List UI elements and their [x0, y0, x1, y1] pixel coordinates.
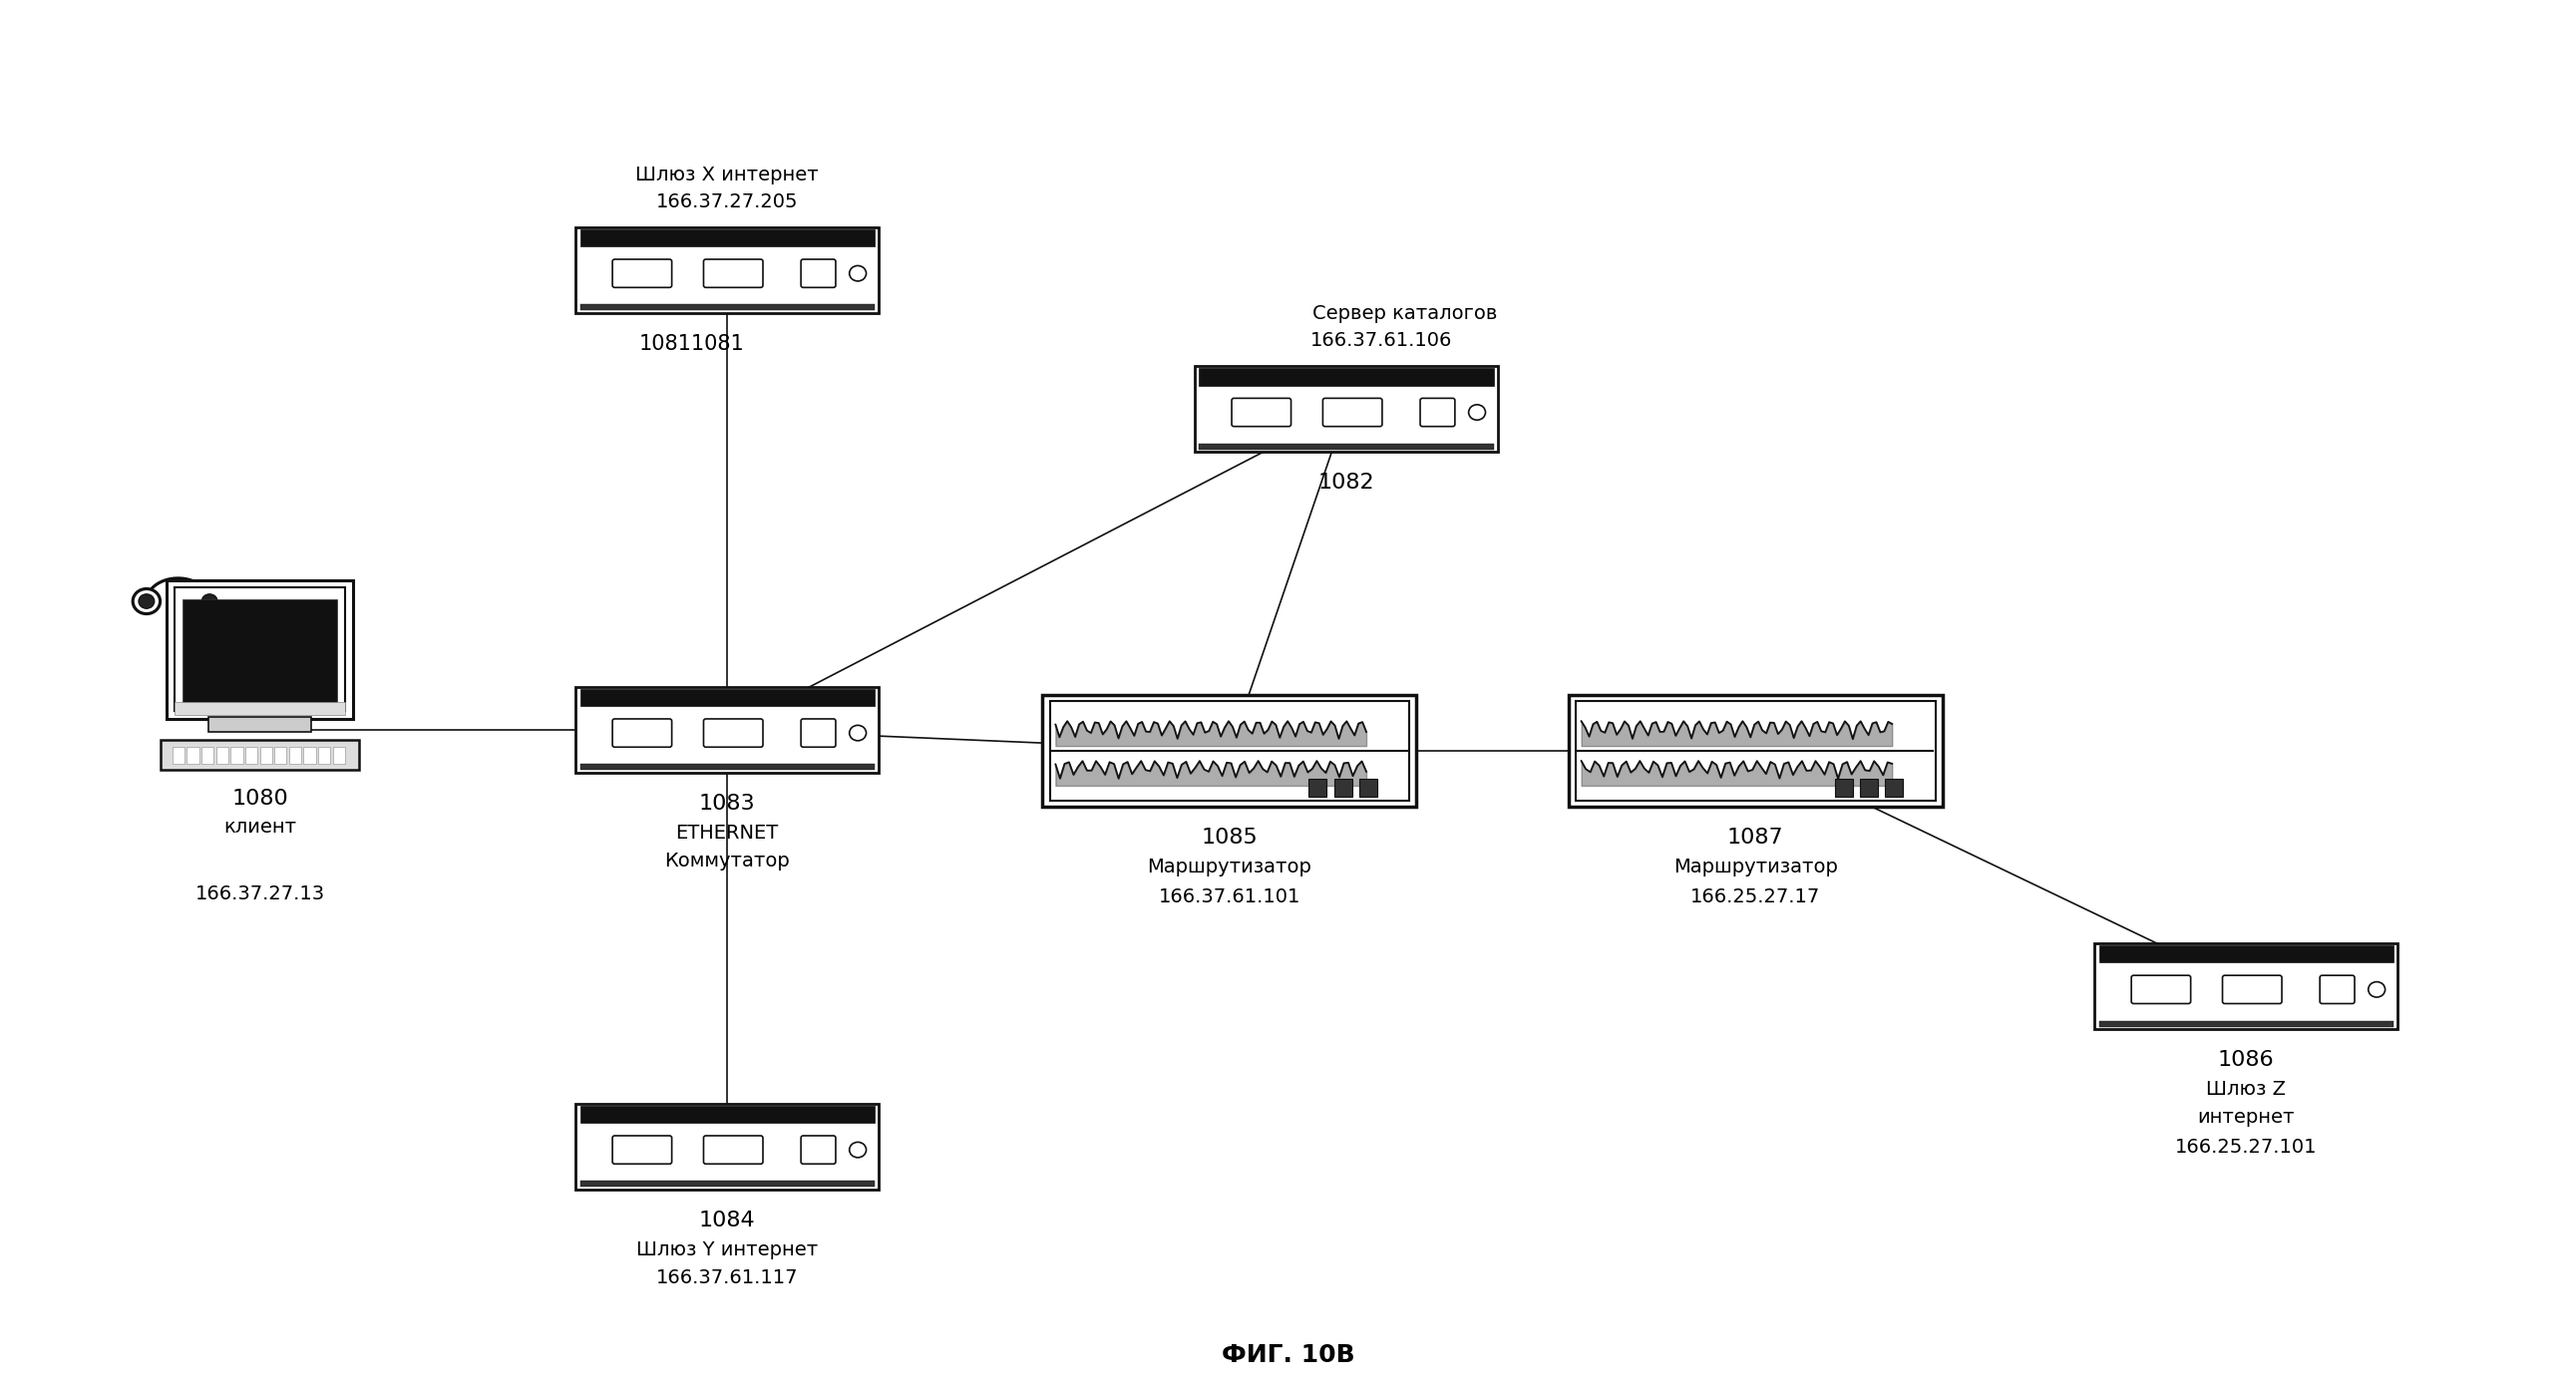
- Circle shape: [850, 725, 866, 741]
- Text: 166.37.27.205: 166.37.27.205: [657, 193, 799, 211]
- Bar: [319, 748, 330, 763]
- FancyBboxPatch shape: [613, 1136, 672, 1163]
- Text: 10811081: 10811081: [639, 335, 744, 354]
- Text: Маршрутизатор: Маршрутизатор: [1674, 858, 1837, 877]
- FancyBboxPatch shape: [2130, 975, 2190, 1003]
- FancyBboxPatch shape: [1419, 398, 1455, 427]
- Bar: [175, 587, 345, 711]
- FancyBboxPatch shape: [801, 718, 835, 748]
- Bar: [332, 748, 345, 763]
- Bar: [1886, 778, 1904, 797]
- Text: 1083: 1083: [698, 794, 755, 813]
- Bar: [201, 748, 214, 763]
- Text: 166.37.27.13: 166.37.27.13: [196, 884, 325, 904]
- FancyBboxPatch shape: [613, 718, 672, 748]
- Bar: [175, 702, 345, 714]
- FancyBboxPatch shape: [613, 259, 672, 287]
- Bar: [1360, 778, 1378, 797]
- Bar: [1860, 778, 1878, 797]
- Bar: [173, 748, 185, 763]
- Circle shape: [139, 594, 155, 608]
- Text: ETHERNET: ETHERNET: [675, 823, 778, 843]
- FancyBboxPatch shape: [703, 1136, 762, 1163]
- Bar: [167, 580, 353, 718]
- Text: Шлюз X интернет: Шлюз X интернет: [636, 166, 819, 184]
- Text: 1082: 1082: [1319, 473, 1376, 492]
- Text: Коммутатор: Коммутатор: [665, 851, 791, 870]
- FancyBboxPatch shape: [801, 1136, 835, 1163]
- Bar: [245, 748, 258, 763]
- Text: 1086: 1086: [2218, 1050, 2275, 1070]
- Text: Сервер каталогов: Сервер каталогов: [1311, 304, 1497, 324]
- Bar: [1309, 778, 1327, 797]
- FancyBboxPatch shape: [703, 259, 762, 287]
- Bar: [260, 748, 273, 763]
- FancyBboxPatch shape: [1231, 398, 1291, 427]
- Bar: [2099, 1021, 2393, 1027]
- Text: 166.25.27.17: 166.25.27.17: [1690, 887, 1821, 907]
- Bar: [1200, 444, 1494, 449]
- Text: клиент: клиент: [224, 817, 296, 836]
- Text: 166.37.61.101: 166.37.61.101: [1159, 887, 1301, 907]
- Bar: [580, 689, 873, 706]
- Bar: [183, 600, 337, 704]
- Bar: [580, 304, 873, 311]
- Bar: [1577, 702, 1935, 801]
- Bar: [1195, 365, 1499, 452]
- FancyBboxPatch shape: [1324, 398, 1383, 427]
- Bar: [574, 227, 878, 312]
- Bar: [1043, 695, 1417, 808]
- Circle shape: [201, 594, 216, 608]
- Text: 166.37.61.117: 166.37.61.117: [657, 1268, 799, 1288]
- Text: 1085: 1085: [1200, 827, 1257, 848]
- Bar: [580, 1182, 873, 1187]
- Text: 166.25.27.101: 166.25.27.101: [2174, 1138, 2318, 1156]
- Bar: [209, 717, 312, 732]
- Bar: [580, 1106, 873, 1123]
- Bar: [580, 764, 873, 770]
- Circle shape: [850, 1143, 866, 1158]
- Text: 1084: 1084: [698, 1211, 755, 1230]
- Bar: [160, 741, 358, 770]
- FancyBboxPatch shape: [2321, 975, 2354, 1003]
- Text: 1080: 1080: [232, 788, 289, 808]
- Bar: [289, 748, 301, 763]
- Bar: [304, 748, 317, 763]
- Bar: [580, 229, 873, 247]
- Text: Шлюз Z: Шлюз Z: [2205, 1080, 2285, 1099]
- Text: интернет: интернет: [2197, 1108, 2295, 1127]
- FancyBboxPatch shape: [2223, 975, 2282, 1003]
- Circle shape: [850, 265, 866, 280]
- Circle shape: [134, 589, 160, 614]
- Bar: [1834, 778, 1852, 797]
- FancyBboxPatch shape: [801, 259, 835, 287]
- Text: ФИГ. 10В: ФИГ. 10В: [1221, 1343, 1355, 1367]
- Bar: [2099, 946, 2393, 963]
- Text: Маршрутизатор: Маршрутизатор: [1146, 858, 1311, 877]
- Bar: [216, 748, 229, 763]
- Text: 166.37.61.106: 166.37.61.106: [1311, 331, 1453, 350]
- FancyBboxPatch shape: [703, 718, 762, 748]
- Bar: [232, 748, 242, 763]
- Text: 1087: 1087: [1726, 827, 1783, 848]
- Bar: [574, 686, 878, 773]
- Bar: [1048, 702, 1409, 801]
- Circle shape: [1468, 405, 1486, 420]
- Bar: [1200, 368, 1494, 385]
- Circle shape: [2367, 982, 2385, 997]
- Bar: [2094, 943, 2398, 1030]
- Bar: [188, 748, 198, 763]
- Bar: [1334, 778, 1352, 797]
- Bar: [276, 748, 286, 763]
- Circle shape: [196, 589, 224, 614]
- Bar: [1569, 695, 1942, 808]
- Text: Шлюз Y интернет: Шлюз Y интернет: [636, 1240, 819, 1260]
- Bar: [574, 1103, 878, 1189]
